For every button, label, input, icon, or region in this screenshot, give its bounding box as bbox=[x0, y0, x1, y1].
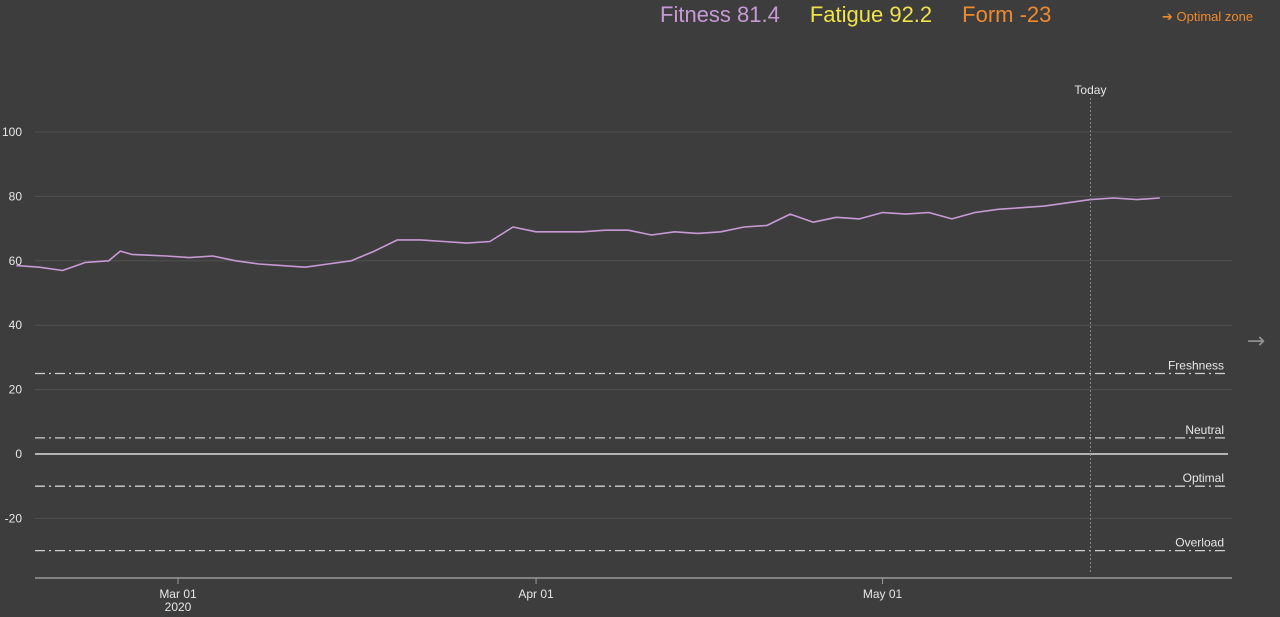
zone-label-neutral: Neutral bbox=[1185, 423, 1224, 437]
y-tick-label: 40 bbox=[9, 318, 23, 332]
y-tick-label: 20 bbox=[9, 383, 23, 397]
y-tick-label: 100 bbox=[2, 125, 22, 139]
today-label: Today bbox=[1074, 83, 1106, 97]
fatigue-legend[interactable]: Fatigue 92.2 bbox=[809, 2, 933, 27]
x-tick-sublabel: 2020 bbox=[165, 600, 192, 614]
y-tick-label: -20 bbox=[5, 511, 23, 525]
y-tick-label: 80 bbox=[9, 189, 23, 203]
navigation: → bbox=[1247, 329, 1265, 354]
optimal-zone-link[interactable]: ➔ Optimal zone bbox=[1162, 9, 1254, 24]
y-tick-label: 0 bbox=[15, 447, 22, 461]
x-tick-label: Apr 01 bbox=[518, 587, 554, 601]
axes bbox=[35, 98, 1232, 584]
series-lines bbox=[16, 197, 1160, 272]
x-tick-label: Mar 01 bbox=[159, 587, 197, 601]
series-line-fitness bbox=[16, 197, 1160, 272]
next-arrow-icon[interactable]: → bbox=[1247, 329, 1265, 354]
grid-lines bbox=[35, 131, 1232, 519]
zone-label-overload: Overload bbox=[1175, 536, 1224, 550]
form-legend[interactable]: Form -23 bbox=[962, 2, 1052, 27]
y-tick-label: 60 bbox=[9, 254, 23, 268]
zone-label-freshness: Freshness bbox=[1168, 359, 1224, 373]
zone-lines bbox=[35, 372, 1228, 552]
x-tick-label: May 01 bbox=[863, 587, 903, 601]
legend-header: Fitness 81.4 Fatigue 92.2 Form -23 bbox=[660, 0, 1051, 30]
axis-labels: 100 80 60 40 20 0 -20 Freshness Neutral Optimal Ov… bbox=[2, 83, 1224, 614]
zone-label-optimal: Optimal bbox=[1183, 471, 1224, 485]
fitness-legend[interactable]: Fitness 81.4 bbox=[660, 2, 780, 27]
